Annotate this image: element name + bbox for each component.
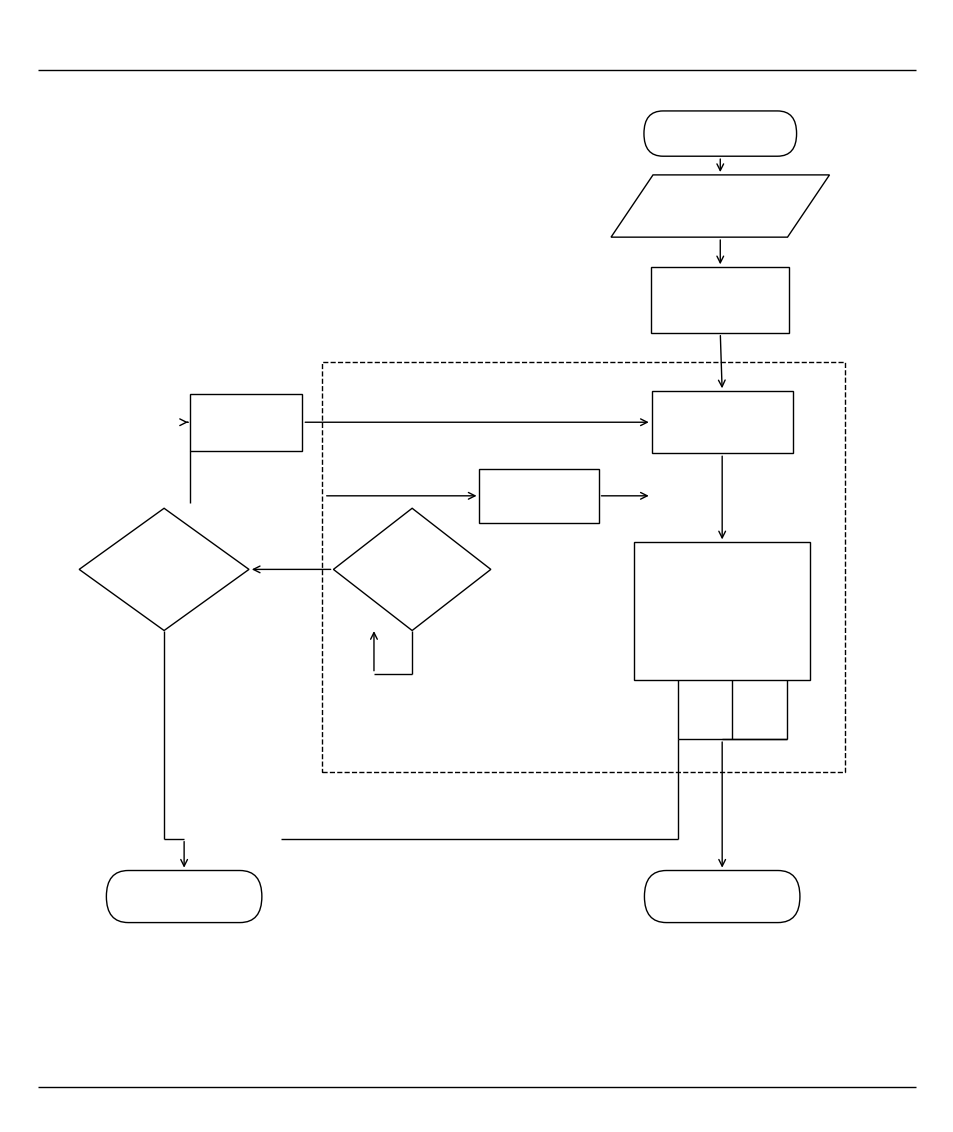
Polygon shape [334, 508, 490, 631]
Bar [651, 391, 792, 453]
Bar [322, 362, 844, 772]
Bar [190, 394, 302, 451]
FancyBboxPatch shape [643, 111, 796, 156]
Bar [478, 469, 598, 523]
Polygon shape [79, 508, 249, 631]
Polygon shape [610, 174, 828, 238]
Bar [633, 542, 809, 680]
FancyBboxPatch shape [644, 871, 799, 923]
Bar [650, 267, 789, 333]
FancyBboxPatch shape [107, 871, 261, 923]
